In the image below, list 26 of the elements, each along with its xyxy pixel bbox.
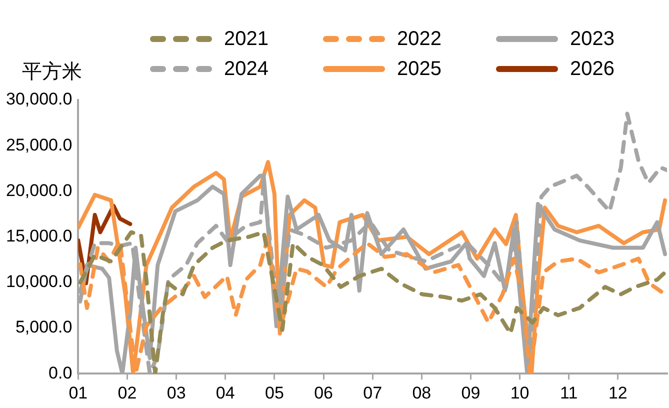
x-tick-label: 10 <box>510 383 530 402</box>
x-tick-label: 12 <box>608 383 628 402</box>
y-tick-label: 20,000.0 <box>6 180 72 200</box>
legend-label: 2025 <box>397 58 442 80</box>
x-tick-label: 05 <box>264 383 284 402</box>
x-tick-label: 11 <box>560 383 578 402</box>
legend-label: 2022 <box>397 28 442 50</box>
y-tick-label: 15,000.0 <box>6 226 72 246</box>
x-tick-label: 03 <box>166 383 186 402</box>
y-tick-label: 10,000.0 <box>6 272 72 292</box>
x-tick-label: 08 <box>412 383 432 402</box>
y-tick-label: 0.0 <box>48 363 72 382</box>
y-axis-title: 平方米 <box>22 58 82 85</box>
x-tick-label: 06 <box>314 383 333 402</box>
legend-label: 2024 <box>224 58 268 80</box>
x-tick-label: 02 <box>118 383 137 402</box>
x-tick-label: 04 <box>216 383 235 402</box>
legend-label: 2021 <box>224 28 268 50</box>
x-tick-label: 07 <box>363 383 382 402</box>
x-tick-label: 09 <box>461 383 480 402</box>
x-tick-label: 01 <box>68 383 88 402</box>
y-tick-label: 30,000.0 <box>6 90 72 109</box>
legend-label: 2026 <box>570 58 614 80</box>
y-tick-label: 25,000.0 <box>6 135 72 154</box>
y-tick-label: 5,000.0 <box>15 318 72 337</box>
legend-label: 2023 <box>570 28 614 50</box>
